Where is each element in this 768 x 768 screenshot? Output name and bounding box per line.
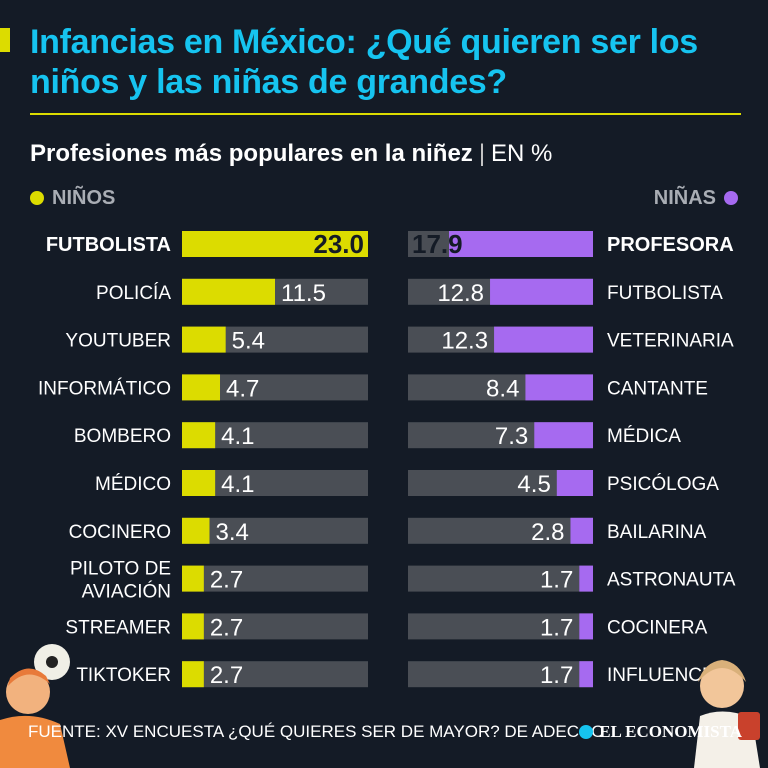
girls-bar	[494, 326, 593, 353]
girls-value-label: 12.3	[441, 328, 488, 355]
girls-value-label: 1.7	[540, 662, 573, 689]
girls-bar-track	[408, 661, 593, 688]
boys-bar-track	[182, 661, 368, 688]
legend-boys-dot-icon	[30, 191, 44, 205]
girls-category-label: INFLUENCER	[607, 665, 728, 686]
girl-illustration	[694, 660, 760, 768]
page-title: Infancias en México: ¿Qué quieren ser lo…	[30, 23, 698, 101]
girls-value-label: 1.7	[540, 567, 573, 594]
boys-value-label: 11.5	[281, 280, 326, 307]
girls-bar	[570, 517, 593, 544]
boys-value-label: 4.7	[226, 375, 259, 402]
boys-value-label: 4.1	[221, 423, 254, 450]
legend-girls-label: NIÑAS	[653, 187, 716, 209]
girls-category-label: VETERINARIA	[607, 331, 734, 352]
boys-category-label: COCINERO	[69, 522, 171, 543]
girls-bar	[449, 231, 593, 257]
boys-category-label: PILOTO DE	[70, 559, 171, 580]
girls-bar	[525, 374, 593, 401]
bar-chart: 23.0 FUTBOLISTA 11.5 POLICÍA 5.4 YOUTUBER 4.7 I…	[38, 229, 736, 689]
girls-value-label: 7.3	[495, 423, 528, 450]
girls-bar	[556, 470, 593, 496]
boys-value-label: 23.0	[313, 229, 364, 259]
accent-mark	[0, 28, 10, 52]
chart-subtitle: Profesiones más populares en la niñez | EN…	[30, 140, 552, 168]
brand-icon	[579, 725, 594, 739]
boys-value-label: 3.4	[215, 519, 248, 546]
girls-bar	[579, 613, 593, 640]
boys-bar	[182, 374, 221, 401]
boys-bar	[182, 661, 204, 688]
girls-bar	[579, 661, 593, 688]
boy-with-ball-illustration	[0, 644, 70, 768]
boys-category-label: STREAMER	[65, 617, 171, 638]
legend-boys: NIÑOS	[30, 186, 115, 210]
subtitle-main: Profesiones más populares en la niñez	[30, 140, 473, 167]
girls-category-label: CANTANTE	[607, 378, 708, 399]
boys-value-label: 4.1	[221, 471, 254, 498]
girls-category-label: ASTRONAUTA	[607, 570, 736, 591]
girls-category-label: PROFESORA	[607, 234, 734, 256]
subtitle-unit: EN %	[491, 140, 553, 167]
girls-bar-track	[408, 517, 593, 544]
source-note: FUENTE: XV ENCUESTA ¿QUÉ QUIERES SER DE …	[28, 722, 605, 741]
boys-bar	[182, 470, 216, 496]
boy-face-icon	[6, 670, 50, 714]
boys-bar-track	[182, 613, 368, 640]
boys-bar	[182, 231, 368, 257]
legend-boys-label: NIÑOS	[52, 187, 116, 209]
legend-girls: NIÑAS	[654, 186, 738, 210]
girls-bar	[490, 278, 593, 305]
boys-value-label: 2.7	[210, 567, 243, 594]
girls-category-label: MÉDICA	[607, 426, 681, 447]
boys-bar	[182, 517, 210, 544]
girls-value-label: 8.4	[486, 375, 519, 402]
boys-category-label: TIKTOKER	[76, 665, 171, 686]
boys-value-label: 2.7	[210, 662, 243, 689]
boys-bar-track	[182, 565, 368, 592]
subtitle-separator: |	[478, 140, 486, 167]
girls-category-label: PSICÓLOGA	[607, 473, 719, 495]
book-icon	[738, 712, 760, 740]
girls-bar-track	[408, 565, 593, 592]
boys-category-label: BOMBERO	[74, 426, 171, 447]
girls-value-label: 1.7	[540, 614, 573, 641]
brand-name: EL ECONOMISTA	[599, 722, 742, 741]
girl-face-icon	[700, 664, 744, 708]
boys-category-label: FUTBOLISTA	[46, 234, 171, 256]
girls-value-label: 17.9	[412, 229, 463, 259]
boys-category-label: YOUTUBER	[65, 331, 171, 352]
girls-category-label: FUTBOLISTA	[607, 283, 723, 304]
girls-value-label: 4.5	[517, 471, 550, 498]
legend-girls-dot-icon	[724, 191, 738, 205]
boys-bar	[182, 326, 226, 353]
girls-value-label: 2.8	[531, 519, 564, 546]
boys-category-label: MÉDICO	[95, 474, 171, 495]
girls-value-label: 12.8	[437, 280, 484, 307]
girls-bar-track	[408, 613, 593, 640]
girls-bar	[534, 422, 593, 449]
boys-bar-track	[182, 517, 368, 544]
girls-category-label: BAILARINA	[607, 522, 707, 543]
girls-category-label: COCINERA	[607, 617, 708, 638]
boys-category-label: AVIACIÓN	[82, 581, 171, 603]
girls-bar	[579, 565, 593, 592]
brand-logo: EL ECONOMISTA	[579, 722, 742, 742]
boys-bar	[182, 613, 204, 640]
boys-category-label: POLICÍA	[96, 283, 171, 304]
boys-bar	[182, 422, 216, 449]
boys-bar	[182, 278, 275, 305]
boys-bar	[182, 565, 204, 592]
boys-value-label: 2.7	[210, 614, 243, 641]
boys-value-label: 5.4	[232, 328, 265, 355]
title-divider	[30, 113, 741, 115]
boys-category-label: INFORMÁTICO	[38, 378, 171, 399]
